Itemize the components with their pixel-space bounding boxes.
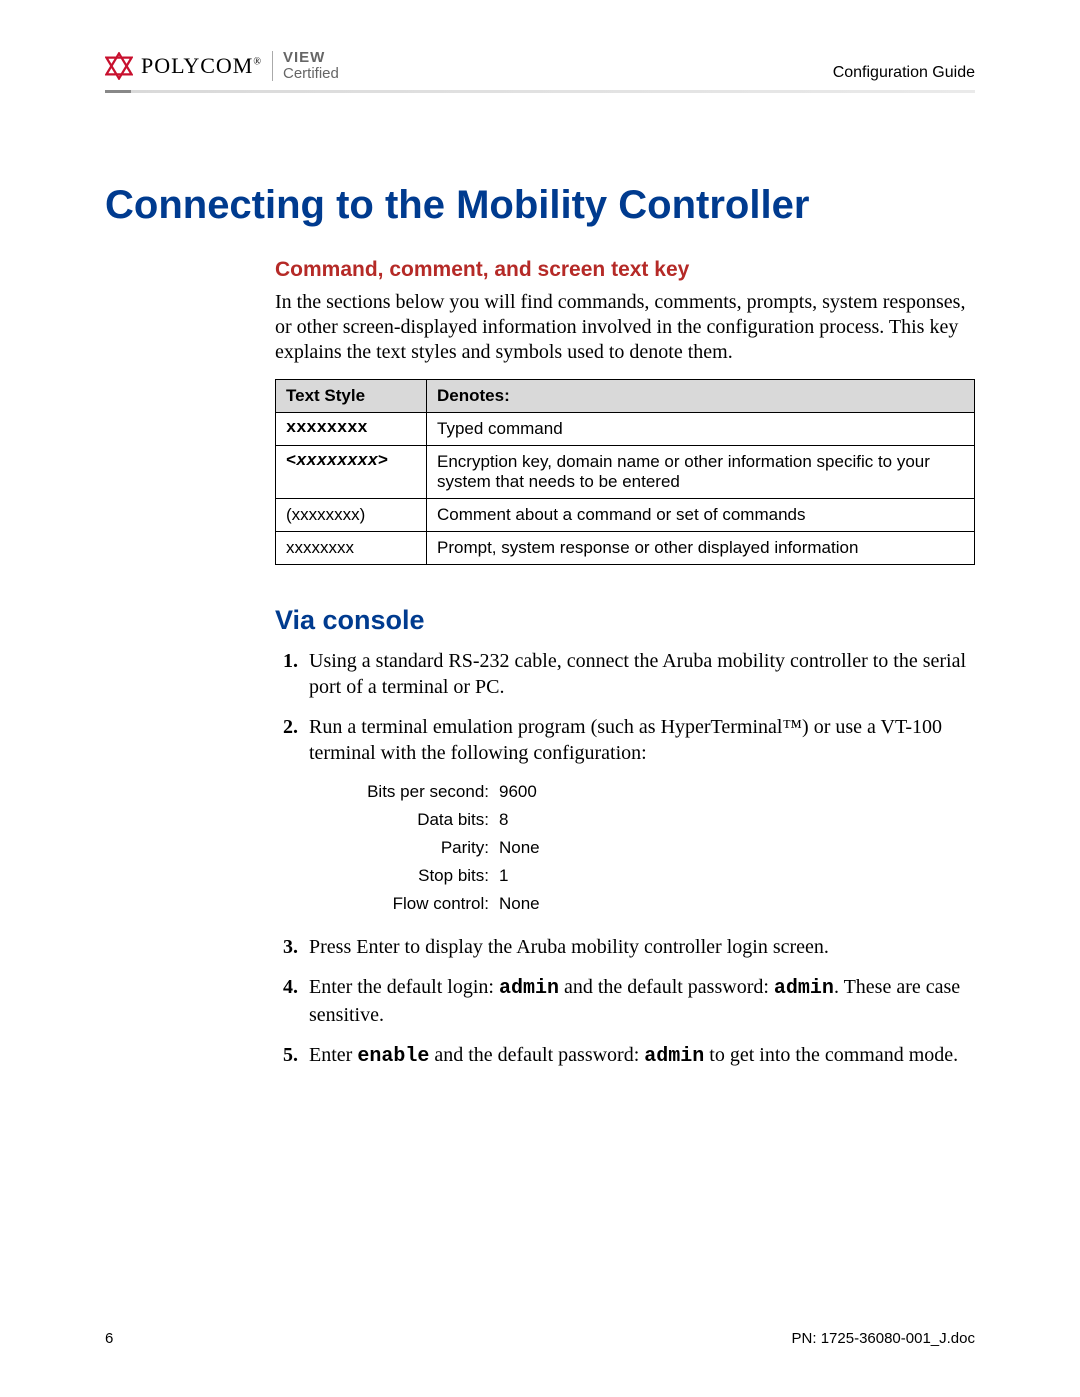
step-4-mid: and the default password: [559,976,774,998]
step-2: Run a terminal emulation program (such a… [303,714,975,918]
badge-line1: VIEW [283,50,339,66]
header-doc-type: Configuration Guide [833,64,975,82]
section2-heading: Via console [275,605,975,636]
header-rule [105,90,975,93]
step-3-text: Press Enter to display the Aruba mobilit… [309,936,829,958]
tkey-denotes-cell: Comment about a command or set of comman… [427,498,975,531]
page-number: 6 [105,1330,113,1347]
config-row: Data bits:8 [349,806,589,834]
step-5-mid: and the default password: [429,1044,644,1066]
config-value: None [499,890,589,918]
config-value: None [499,834,589,862]
config-key: Flow control: [349,890,499,918]
table-row: <xxxxxxxx>Encryption key, domain name or… [276,445,975,498]
tkey-style-cell: (xxxxxxxx) [276,498,427,531]
page-header: POLYCOM® VIEW Certified Configuration Gu… [105,50,975,88]
step-5-pre: Enter [309,1044,357,1066]
document-page: POLYCOM® VIEW Certified Configuration Gu… [0,0,1080,1397]
step-5-post: to get into the command mode. [704,1044,958,1066]
step-5-cmd: enable [357,1045,429,1068]
config-key: Parity: [349,834,499,862]
config-key: Data bits: [349,806,499,834]
step-2-text: Run a terminal emulation program (such a… [309,716,942,764]
tkey-style-cell: xxxxxxxx [276,531,427,564]
config-key: Bits per second: [349,778,499,806]
section1-paragraph: In the sections below you will find comm… [275,290,975,365]
brand-divider [272,51,273,81]
tkey-style-cell: xxxxxxxx [276,412,427,445]
view-certified-badge: VIEW Certified [283,50,339,82]
step-1-text: Using a standard RS-232 cable, connect t… [309,650,966,698]
brand-name: POLYCOM® [141,53,262,79]
doc-id: PN: 1725-36080-001_J.doc [792,1330,975,1347]
page-title: Connecting to the Mobility Controller [105,183,975,228]
step-4: Enter the default login: admin and the d… [303,974,975,1028]
config-row: Stop bits:1 [349,862,589,890]
step-4-pre: Enter the default login: [309,976,499,998]
step-5-pass: admin [644,1045,704,1068]
steps-list: Using a standard RS-232 cable, connect t… [275,648,975,1070]
config-row: Bits per second:9600 [349,778,589,806]
tkey-style-cell: <xxxxxxxx> [276,445,427,498]
config-key: Stop bits: [349,862,499,890]
tkey-denotes-cell: Typed command [427,412,975,445]
step-4-pass: admin [774,977,834,1000]
config-value: 8 [499,806,589,834]
section1-heading: Command, comment, and screen text key [275,258,975,282]
table-row: (xxxxxxxx)Comment about a command or set… [276,498,975,531]
step-1: Using a standard RS-232 cable, connect t… [303,648,975,700]
table-row: xxxxxxxxTyped command [276,412,975,445]
table-row: xxxxxxxxPrompt, system response or other… [276,531,975,564]
brand-block: POLYCOM® VIEW Certified [105,50,339,82]
tkey-col-denotes: Denotes: [427,379,975,412]
page-footer: 6 PN: 1725-36080-001_J.doc [105,1330,975,1347]
config-row: Parity:None [349,834,589,862]
tkey-denotes-cell: Encryption key, domain name or other inf… [427,445,975,498]
body-content: Command, comment, and screen text key In… [275,258,975,1070]
step-4-login: admin [499,977,559,1000]
step-3: Press Enter to display the Aruba mobilit… [303,934,975,960]
config-row: Flow control:None [349,890,589,918]
badge-line2: Certified [283,66,339,82]
text-key-table: Text Style Denotes: xxxxxxxxTyped comman… [275,379,975,565]
terminal-config-table: Bits per second:9600Data bits:8Parity:No… [349,778,589,918]
config-value: 1 [499,862,589,890]
step-5: Enter enable and the default password: a… [303,1042,975,1070]
tkey-col-style: Text Style [276,379,427,412]
polycom-logo-icon [105,52,133,80]
config-value: 9600 [499,778,589,806]
tkey-denotes-cell: Prompt, system response or other display… [427,531,975,564]
